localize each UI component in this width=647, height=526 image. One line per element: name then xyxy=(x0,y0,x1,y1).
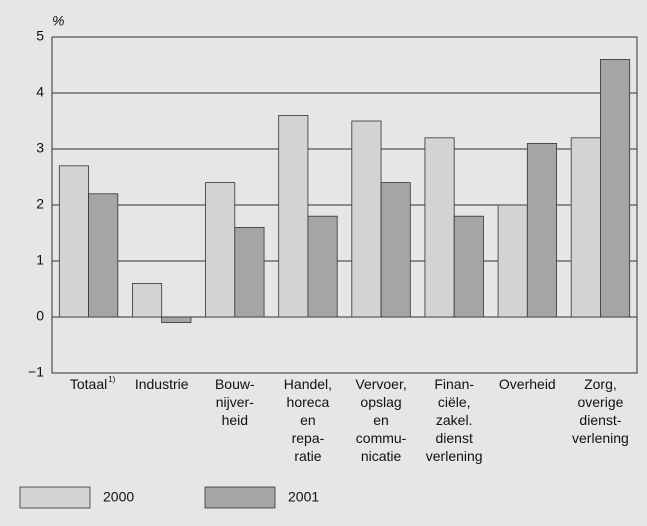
x-tick-label-line: en xyxy=(373,412,389,428)
bar xyxy=(58,165,89,318)
x-tick-label-line: dienst- xyxy=(579,412,621,428)
plot-frame xyxy=(51,36,638,374)
x-tick-label: Handel, horeca en repa-ratie xyxy=(284,376,332,464)
y-tick-label: −1 xyxy=(28,364,44,380)
x-tick-label-line: ciële, xyxy=(438,394,471,410)
y-tick-label: 0 xyxy=(36,308,44,324)
x-tick-label: Totaal xyxy=(70,376,107,392)
x-tick-label: Zorg, overige dienst-verlening xyxy=(572,376,629,446)
y-tick-label: 1 xyxy=(36,252,44,268)
x-tick-label-line: repa- xyxy=(292,430,325,446)
bar xyxy=(234,226,265,318)
bar xyxy=(307,215,338,318)
bar xyxy=(570,137,601,318)
x-tick-label-line: heid xyxy=(222,412,248,428)
footnote-mark: 1) xyxy=(108,375,115,384)
bar xyxy=(526,142,557,318)
x-tick-label-line: verlening xyxy=(426,448,483,464)
x-tick-label-line: ratie xyxy=(294,448,321,464)
bar xyxy=(132,282,163,318)
bar xyxy=(424,137,455,318)
x-tick-label-line: verlening xyxy=(572,430,629,446)
x-tick-label: Overheid xyxy=(499,376,556,392)
x-tick-label: Finan-ciële, zakel. dienst verlening xyxy=(426,376,483,464)
bar xyxy=(161,316,192,323)
bar xyxy=(205,182,236,318)
x-tick-label-line: Overheid xyxy=(499,376,556,392)
bar xyxy=(453,215,484,318)
y-tick-label: 4 xyxy=(36,84,44,100)
x-tick-label-line: Zorg, xyxy=(584,376,617,392)
x-tick-label-line: zakel. xyxy=(436,412,473,428)
x-tick-label-line: nijver- xyxy=(216,394,254,410)
x-tick-label-line: Finan- xyxy=(434,376,474,392)
bar xyxy=(380,182,411,318)
legend-swatch xyxy=(204,486,276,509)
y-tick-label: 3 xyxy=(36,140,44,156)
legend-swatch xyxy=(19,486,91,509)
x-tick-label-line: nicatie xyxy=(361,448,402,464)
legend-label: 2001 xyxy=(288,489,319,505)
x-tick-label: Industrie xyxy=(135,376,189,392)
x-tick-label: Vervoer, opslag en commu-nicatie xyxy=(355,376,406,464)
y-tick-label: 5 xyxy=(36,28,44,44)
y-axis-label: % xyxy=(52,13,64,29)
x-tick-label-line: horeca xyxy=(287,394,330,410)
x-tick-label-line: Totaal xyxy=(70,376,107,392)
bar xyxy=(88,193,119,318)
x-tick-label-line: Industrie xyxy=(135,376,189,392)
x-tick-label-line: en xyxy=(300,412,316,428)
x-tick-label-line: Vervoer, xyxy=(355,376,406,392)
x-tick-label: Bouw-nijver-heid xyxy=(215,376,255,428)
x-tick-label-line: opslag xyxy=(360,394,401,410)
x-tick-label-line: commu- xyxy=(356,430,407,446)
bar xyxy=(497,204,528,318)
x-tick-label-line: Bouw- xyxy=(215,376,255,392)
bar xyxy=(351,120,382,318)
bar xyxy=(278,115,309,318)
y-tick-label: 2 xyxy=(36,196,44,212)
x-tick-label-line: Handel, xyxy=(284,376,332,392)
bar xyxy=(600,59,631,318)
legend-label: 2000 xyxy=(103,489,134,505)
x-tick-label-line: overige xyxy=(577,394,623,410)
x-tick-label-line: dienst xyxy=(436,430,473,446)
